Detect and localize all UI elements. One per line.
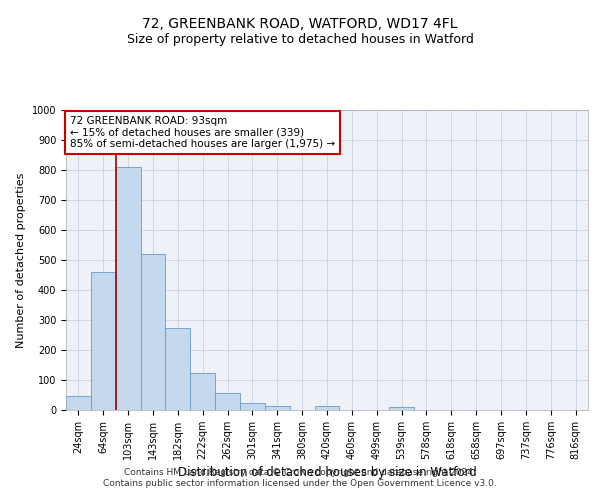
- Bar: [190, 372, 215, 410]
- Bar: [140, 254, 166, 410]
- Text: Size of property relative to detached houses in Watford: Size of property relative to detached ho…: [127, 32, 473, 46]
- Bar: [91, 272, 116, 410]
- Y-axis label: Number of detached properties: Number of detached properties: [16, 172, 26, 348]
- Bar: [66, 396, 91, 410]
- X-axis label: Distribution of detached houses by size in Watford: Distribution of detached houses by size …: [178, 466, 476, 479]
- Bar: [265, 406, 290, 410]
- Bar: [116, 167, 140, 410]
- Text: 72 GREENBANK ROAD: 93sqm
← 15% of detached houses are smaller (339)
85% of semi-: 72 GREENBANK ROAD: 93sqm ← 15% of detach…: [70, 116, 335, 149]
- Bar: [389, 407, 414, 410]
- Bar: [215, 392, 240, 410]
- Bar: [314, 406, 340, 410]
- Text: 72, GREENBANK ROAD, WATFORD, WD17 4FL: 72, GREENBANK ROAD, WATFORD, WD17 4FL: [142, 18, 458, 32]
- Bar: [240, 402, 265, 410]
- Bar: [166, 328, 190, 410]
- Text: Contains HM Land Registry data © Crown copyright and database right 2024.
Contai: Contains HM Land Registry data © Crown c…: [103, 468, 497, 487]
